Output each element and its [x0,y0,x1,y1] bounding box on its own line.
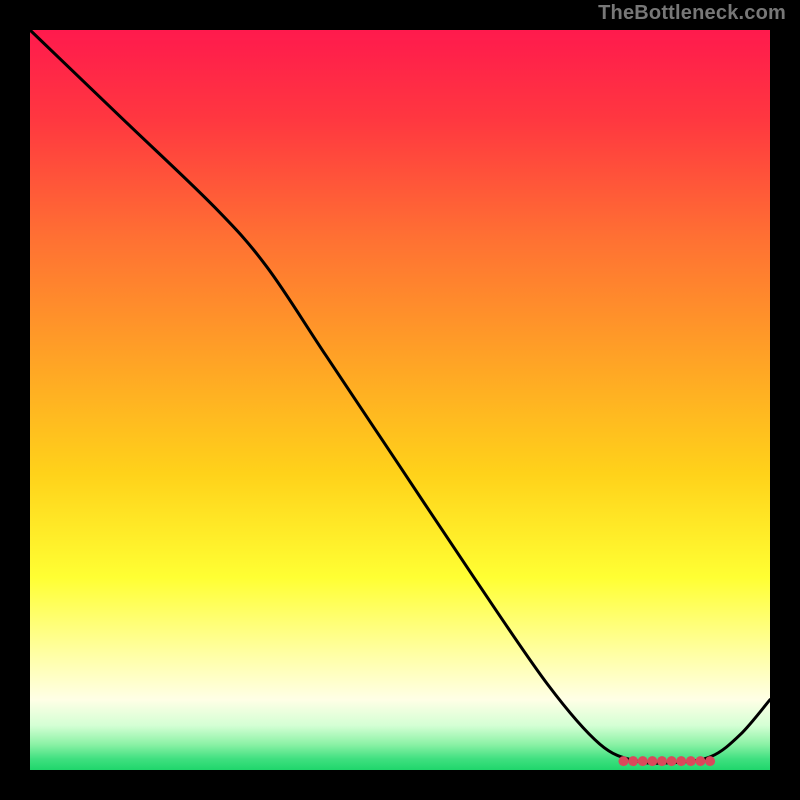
valley-marker [686,756,696,766]
valley-marker [628,756,638,766]
valley-marker [695,756,705,766]
valley-marker [657,756,667,766]
valley-marker [638,756,648,766]
valley-marker [647,756,657,766]
valley-marker [618,756,628,766]
watermark-text: TheBottleneck.com [598,2,786,25]
valley-marker [705,756,715,766]
figure-container: TheBottleneck.com [0,0,800,800]
gradient-background [30,30,770,770]
bottleneck-chart [0,0,800,800]
valley-marker [676,756,686,766]
valley-marker [667,756,677,766]
